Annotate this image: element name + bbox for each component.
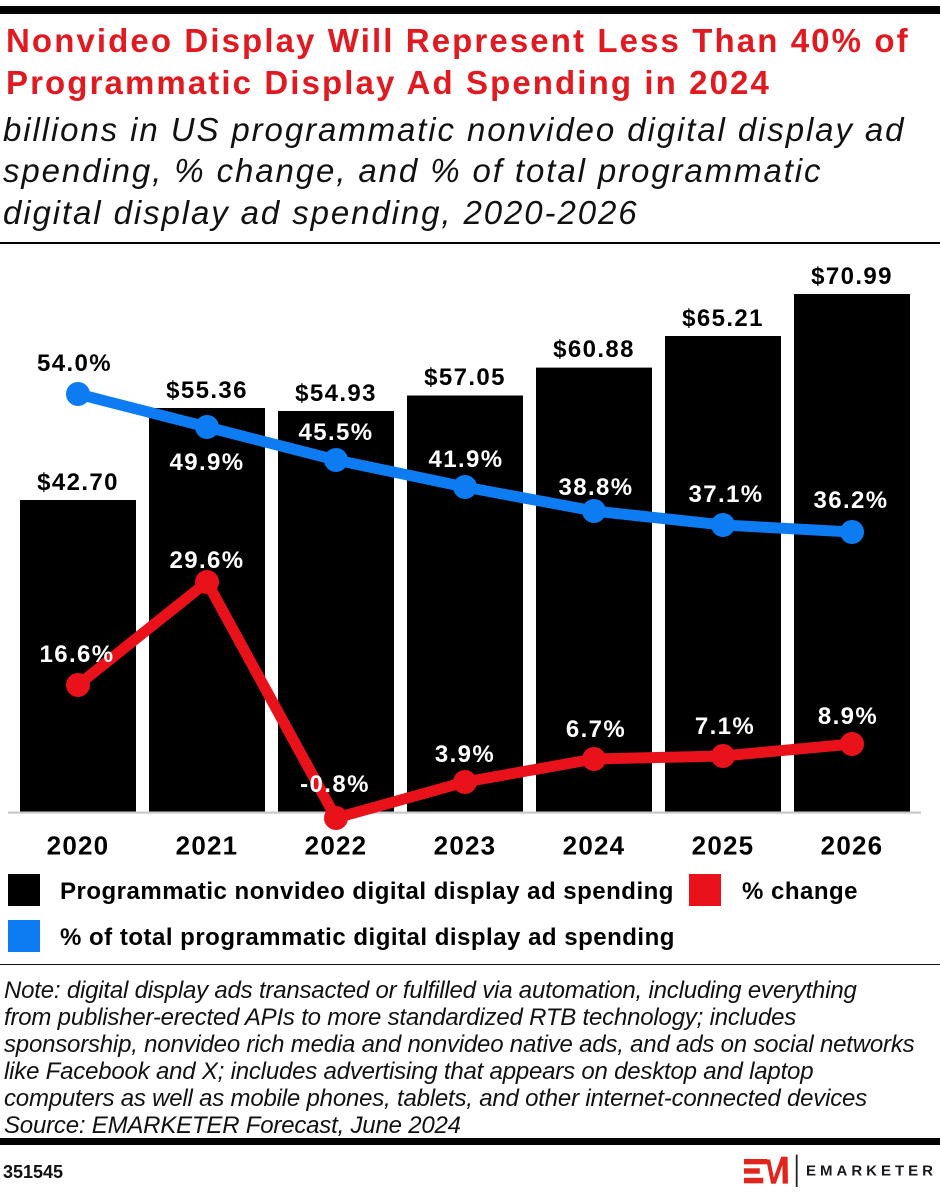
svg-text:2023: 2023 [434, 831, 497, 861]
svg-text:37.1%: 37.1% [688, 481, 763, 508]
svg-text:-0.8%: -0.8% [300, 771, 370, 798]
svg-text:$54.93: $54.93 [295, 380, 377, 407]
svg-text:2022: 2022 [305, 831, 368, 861]
svg-text:38.8%: 38.8% [558, 474, 633, 501]
svg-text:2021: 2021 [176, 831, 239, 861]
svg-text:7.1%: 7.1% [695, 713, 755, 740]
svg-text:EMARKETER: EMARKETER [806, 1163, 937, 1180]
svg-text:$60.88: $60.88 [553, 336, 635, 363]
svg-text:54.0%: 54.0% [37, 350, 112, 377]
svg-text:2020: 2020 [47, 831, 110, 861]
svg-text:16.6%: 16.6% [39, 641, 114, 668]
svg-text:2026: 2026 [821, 831, 884, 861]
svg-text:45.5%: 45.5% [298, 419, 373, 446]
svg-text:49.9%: 49.9% [169, 449, 244, 476]
svg-text:$55.36: $55.36 [166, 377, 248, 404]
svg-text:6.7%: 6.7% [566, 716, 626, 743]
svg-text:$57.05: $57.05 [424, 364, 506, 391]
svg-text:3.9%: 3.9% [435, 741, 495, 768]
svg-text:$65.21: $65.21 [682, 305, 764, 332]
svg-text:8.9%: 8.9% [818, 703, 878, 730]
svg-text:$70.99: $70.99 [811, 263, 893, 290]
svg-text:2025: 2025 [692, 831, 755, 861]
svg-text:29.6%: 29.6% [169, 547, 244, 574]
svg-text:41.9%: 41.9% [428, 446, 503, 473]
svg-text:36.2%: 36.2% [813, 487, 888, 514]
svg-text:2024: 2024 [563, 831, 626, 861]
svg-text:$42.70: $42.70 [37, 469, 119, 496]
